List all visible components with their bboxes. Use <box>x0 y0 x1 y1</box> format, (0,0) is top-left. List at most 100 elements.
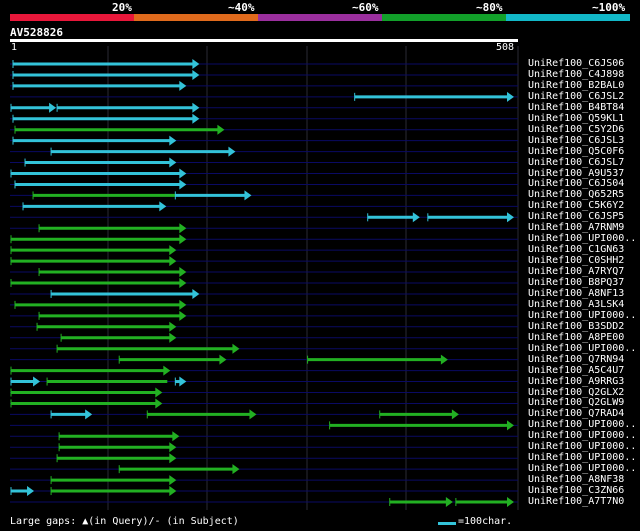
segment-arrow <box>445 497 453 507</box>
hit-label[interactable]: UniRef100_Q7RN94 <box>528 353 625 365</box>
segment-arrow <box>179 80 187 91</box>
segment-arrow <box>85 409 93 420</box>
segment-arrow <box>169 245 177 256</box>
segment-arrow <box>249 409 257 420</box>
hit-label[interactable]: UniRef100_UPI000.. <box>528 419 637 431</box>
hit-label[interactable]: UniRef100_Q652R5 <box>528 189 625 201</box>
hit-label[interactable]: UniRef100_C6JS06 <box>528 58 625 69</box>
segment-arrow <box>169 256 177 267</box>
segment-arrow <box>155 398 163 409</box>
hit-label[interactable]: UniRef100_B3SDD2 <box>528 320 625 332</box>
segment-arrow <box>506 212 514 223</box>
hit-label[interactable]: UniRef100_C6JSL2 <box>528 90 625 102</box>
hit-label[interactable]: UniRef100_UPI000.. <box>528 430 637 442</box>
hit-label[interactable]: UniRef100_C6JSL7 <box>528 156 625 168</box>
segment-arrow <box>412 212 420 223</box>
percent-segment <box>258 14 382 21</box>
segment-arrow <box>440 354 448 365</box>
percent-identity-bar <box>10 14 630 21</box>
hit-label[interactable]: UniRef100_Q7RAD4 <box>528 408 625 420</box>
segment-arrow <box>179 267 187 278</box>
hit-label[interactable]: UniRef100_Q59KL1 <box>528 112 625 124</box>
segment-arrow <box>159 201 167 212</box>
segment-arrow <box>506 420 514 431</box>
segment-arrow <box>155 387 163 398</box>
hit-label[interactable]: UniRef100_A7RYQ7 <box>528 266 625 278</box>
segment-arrow <box>232 464 240 475</box>
hit-label[interactable]: UniRef100_A3LSK4 <box>528 298 625 310</box>
hit-label[interactable]: UniRef100_UPI000.. <box>528 441 637 453</box>
hit-label[interactable]: UniRef100_Q2GLW9 <box>528 397 625 409</box>
query-end-label: 508 <box>496 42 515 53</box>
hit-label[interactable]: UniRef100_A9U537 <box>528 167 625 179</box>
segment-arrow <box>179 310 187 321</box>
segment-arrow <box>179 168 187 179</box>
hit-label[interactable]: UniRef100_A7RNM9 <box>528 222 625 234</box>
segment-arrow <box>232 343 240 354</box>
segment-arrow <box>192 69 200 80</box>
hit-label[interactable]: UniRef100_C5K6Y2 <box>528 200 625 212</box>
hit-label[interactable]: UniRef100_B4BT84 <box>528 101 625 113</box>
hit-label[interactable]: UniRef100_B2BAL0 <box>528 79 625 91</box>
segment-arrow <box>506 91 514 102</box>
hit-label[interactable]: UniRef100_UPI000.. <box>528 463 637 475</box>
hit-label[interactable]: UniRef100_A5C4U7 <box>528 364 625 376</box>
percent-segment <box>506 14 630 21</box>
segment-arrow <box>179 278 187 288</box>
hit-label[interactable]: UniRef100_Q2GLX2 <box>528 386 625 398</box>
hit-label[interactable]: UniRef100_A8PE00 <box>528 331 625 343</box>
percent-label-80: ~80% <box>476 1 503 14</box>
percent-segment <box>134 14 258 21</box>
hit-label[interactable]: UniRef100_C0SHH2 <box>528 255 625 267</box>
scale-legend-line <box>438 522 456 525</box>
hit-label[interactable]: UniRef100_C6JSL3 <box>528 134 625 146</box>
segment-arrow <box>451 409 459 420</box>
segment-arrow <box>192 59 200 69</box>
segment-arrow <box>169 321 177 332</box>
hit-label[interactable]: UniRef100_C1GN63 <box>528 244 625 256</box>
segment-arrow <box>172 431 180 442</box>
query-start-label: 1 <box>11 42 18 53</box>
hit-label[interactable]: UniRef100_UPI000.. <box>528 342 637 354</box>
hit-label[interactable]: UniRef100_B8PQ37 <box>528 277 625 288</box>
hit-label[interactable]: UniRef100_C6JSP5 <box>528 211 625 223</box>
percent-label-20: 20% <box>112 1 132 14</box>
hit-label[interactable]: UniRef100_C4J898 <box>528 68 625 80</box>
segment-arrow <box>179 299 187 310</box>
percent-label-100: ~100% <box>592 1 626 14</box>
scale-legend-text: =100char. <box>458 516 513 527</box>
hit-label[interactable]: UniRef100_A7T7N0 <box>528 496 625 507</box>
segment-arrow <box>217 124 225 135</box>
hit-label[interactable]: UniRef100_C5Y2D6 <box>528 123 625 135</box>
segment-arrow <box>169 475 177 486</box>
hit-label[interactable]: UniRef100_UPI000.. <box>528 309 637 321</box>
hit-label[interactable]: UniRef100_UPI000.. <box>528 233 637 245</box>
segment-arrow <box>169 157 177 168</box>
hit-label[interactable]: UniRef100_Q5C0F6 <box>528 145 625 157</box>
segment-arrow <box>192 288 200 299</box>
hit-label[interactable]: UniRef100_A8NF13 <box>528 287 625 299</box>
query-line <box>10 39 518 42</box>
segment-arrow <box>179 234 187 245</box>
segment-arrow <box>49 102 57 113</box>
hit-label[interactable]: UniRef100_A9RRG3 <box>528 375 625 387</box>
hit-label[interactable]: UniRef100_C6JS04 <box>528 178 625 190</box>
percent-label-60: ~60% <box>352 1 379 14</box>
segment-arrow <box>179 376 187 387</box>
hit-label[interactable]: UniRef100_C3ZN66 <box>528 485 625 497</box>
segment-arrow <box>169 442 177 453</box>
segment-arrow <box>228 146 236 157</box>
segment-arrow <box>169 453 177 464</box>
segment-arrow <box>169 486 177 497</box>
percent-segment <box>382 14 506 21</box>
segment-arrow <box>169 135 177 146</box>
large-gaps-note: Large gaps: ▲(in Query)/- (in Subject) <box>10 516 239 527</box>
segment-arrow <box>219 354 227 365</box>
segment-arrow <box>33 376 41 387</box>
segment-arrow <box>192 113 200 124</box>
segment-arrow <box>163 365 171 376</box>
hit-label[interactable]: UniRef100_UPI000.. <box>528 452 637 464</box>
query-id: AV528826 <box>10 26 63 39</box>
hit-label[interactable]: UniRef100_A8NF38 <box>528 474 625 486</box>
